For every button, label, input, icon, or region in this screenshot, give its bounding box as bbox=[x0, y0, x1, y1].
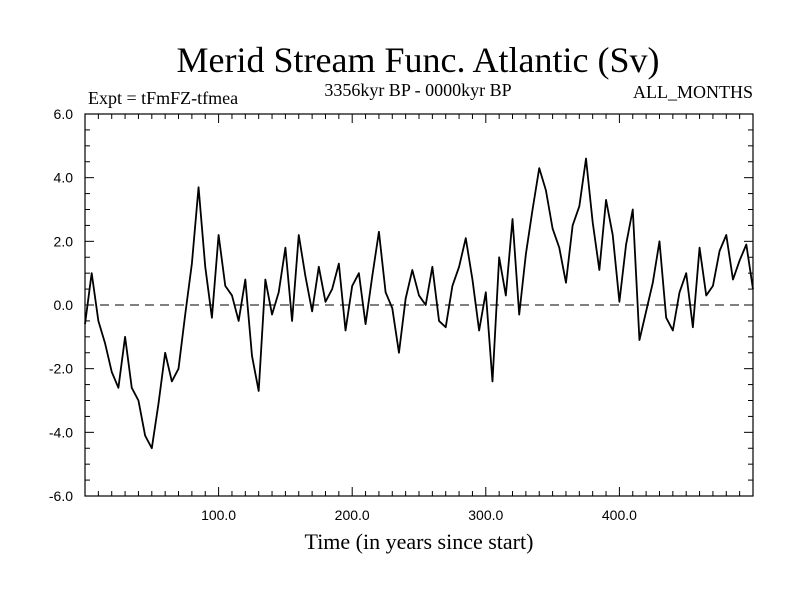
series-line-merid-stream-func bbox=[84, 157, 754, 450]
x-tick-label: 300.0 bbox=[468, 507, 503, 523]
y-tick-label: 6.0 bbox=[54, 106, 74, 122]
x-axis-label: Time (in years since start) bbox=[305, 529, 534, 554]
tick-labels: 100.0 200.0 300.0 400.0 -6.0 -4.0 -2.0 0.0 2.0 4.… bbox=[49, 106, 637, 523]
chart-title: Merid Stream Func. Atlantic (Sv) bbox=[177, 40, 660, 80]
y-tick-label: 4.0 bbox=[54, 170, 74, 186]
x-tick-label: 400.0 bbox=[602, 507, 637, 523]
y-tick-label: -6.0 bbox=[49, 488, 73, 504]
y-tick-label: 0.0 bbox=[54, 297, 74, 313]
y-tick-label: -2.0 bbox=[49, 361, 73, 377]
chart-subtitle-center: 3356kyr BP - 0000kyr BP bbox=[324, 80, 511, 100]
chart-subtitle-left: Expt = tFmFZ-tfmea bbox=[88, 88, 238, 108]
x-tick-label: 100.0 bbox=[201, 507, 236, 523]
chart-subtitle-right: ALL_MONTHS bbox=[633, 82, 753, 102]
x-tick-label: 200.0 bbox=[335, 507, 370, 523]
y-tick-label: -4.0 bbox=[49, 424, 73, 440]
y-tick-label: 2.0 bbox=[54, 233, 74, 249]
